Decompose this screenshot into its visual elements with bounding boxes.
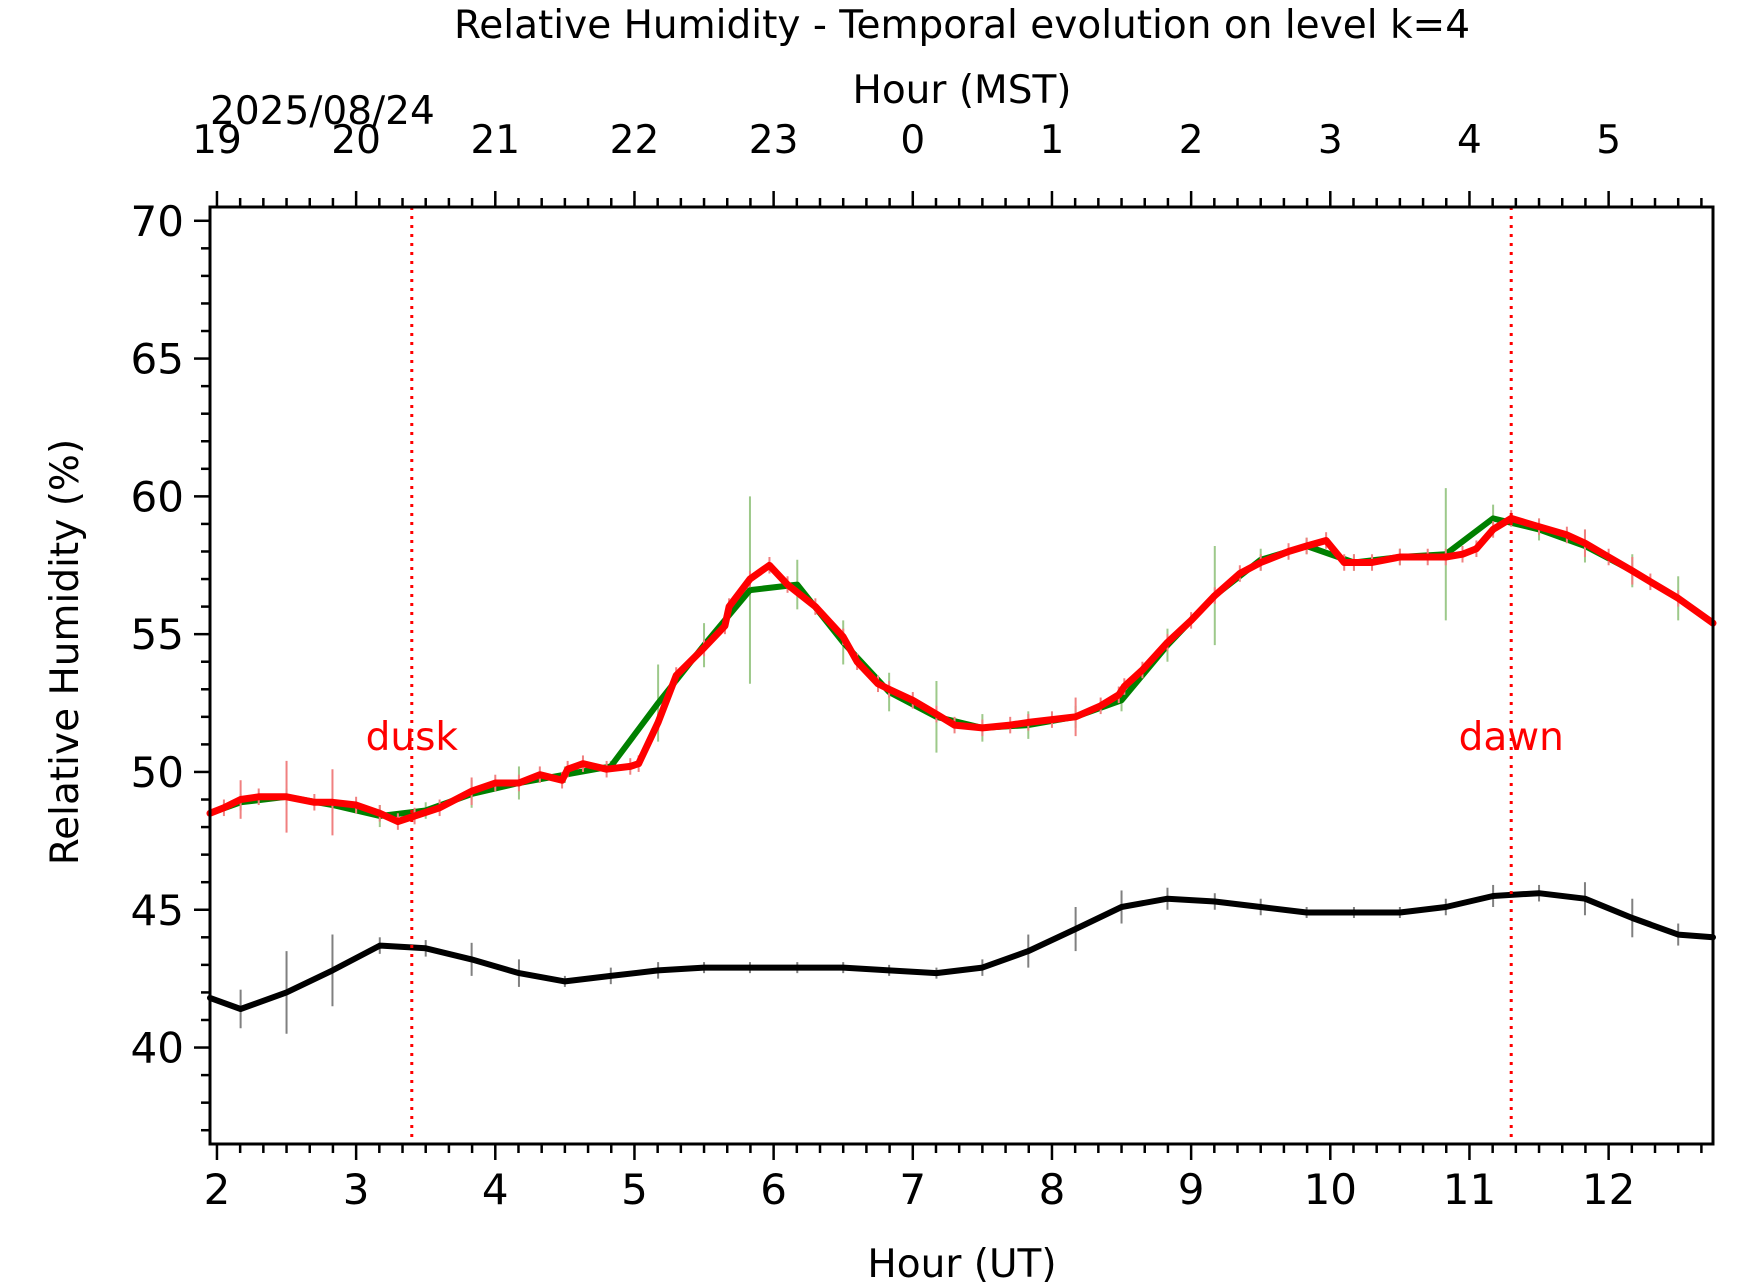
x-tick-label: 10 — [1304, 1165, 1357, 1214]
y-tick-label: 70 — [131, 197, 184, 246]
x-axis-label: Hour (UT) — [867, 1242, 1056, 1282]
y-axis-label: Relative Humidity (%) — [43, 439, 88, 865]
x-tick-label: 7 — [899, 1165, 926, 1214]
x-tick-label: 9 — [1178, 1165, 1205, 1214]
x-tick-label: 12 — [1582, 1165, 1635, 1214]
series-1-line — [207, 515, 1716, 819]
dusk-label: dusk — [366, 715, 459, 760]
top-tick-label: 0 — [900, 118, 925, 163]
y-tick-label: 65 — [131, 335, 184, 384]
top-tick-label: 3 — [1318, 118, 1343, 163]
x-tick-label: 3 — [343, 1165, 370, 1214]
chart-marks — [206, 207, 1717, 1144]
top-tick-label: 23 — [749, 118, 799, 163]
x-tick-label: 11 — [1443, 1165, 1496, 1214]
series-2-line — [206, 514, 1717, 826]
x-tick-label: 6 — [760, 1165, 787, 1214]
series-0-line — [207, 890, 1716, 1012]
y-tick-label: 40 — [131, 1024, 184, 1073]
top-tick-label: 21 — [470, 118, 520, 163]
y-tick-label: 45 — [131, 886, 184, 935]
dawn-label: dawn — [1459, 715, 1564, 760]
y-tick-label: 50 — [131, 748, 184, 797]
top-tick-label: 22 — [610, 118, 660, 163]
top-tick-label: 19 — [192, 118, 242, 163]
top-tick-label: 1 — [1040, 118, 1065, 163]
y-tick-label: 60 — [131, 472, 184, 521]
top-tick-label: 5 — [1596, 118, 1621, 163]
x-tick-label: 4 — [482, 1165, 509, 1214]
plot-frame — [208, 205, 1715, 1146]
y-tick-label: 55 — [131, 610, 184, 659]
top-tick-label: 4 — [1457, 118, 1482, 163]
x-tick-label: 2 — [204, 1165, 231, 1214]
x-tick-label: 8 — [1039, 1165, 1066, 1214]
top-axis-label: Hour (MST) — [853, 68, 1072, 113]
top-axis-date: 2025/08/24 — [210, 89, 435, 134]
chart-title: Relative Humidity - Temporal evolution o… — [454, 3, 1470, 48]
top-tick-label: 20 — [331, 118, 381, 163]
top-tick-label: 2 — [1179, 118, 1204, 163]
x-tick-label: 5 — [621, 1165, 648, 1214]
